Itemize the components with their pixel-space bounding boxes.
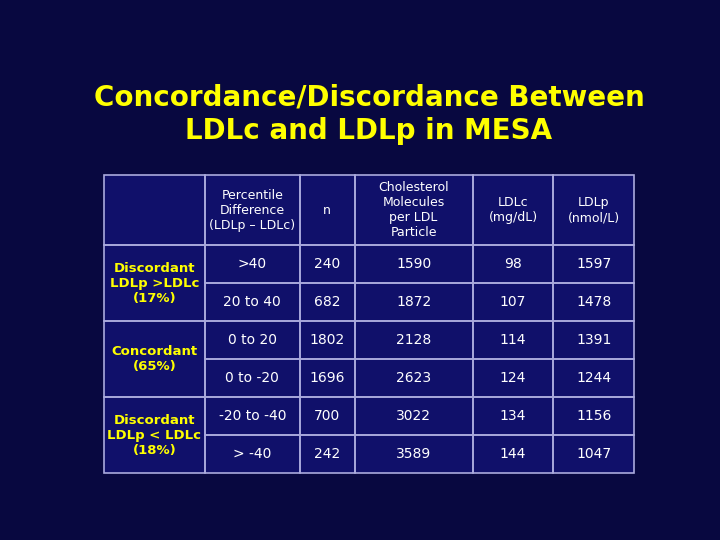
Text: LDLc
(mg/dL): LDLc (mg/dL) [488, 196, 538, 224]
FancyBboxPatch shape [204, 283, 300, 321]
FancyBboxPatch shape [554, 435, 634, 473]
FancyBboxPatch shape [104, 175, 204, 245]
FancyBboxPatch shape [473, 321, 554, 359]
Text: 0 to -20: 0 to -20 [225, 371, 279, 385]
Text: >40: >40 [238, 257, 267, 271]
Text: 242: 242 [314, 447, 341, 461]
Text: 134: 134 [500, 409, 526, 423]
FancyBboxPatch shape [554, 359, 634, 397]
Text: 1391: 1391 [576, 333, 611, 347]
Text: 1597: 1597 [576, 257, 611, 271]
FancyBboxPatch shape [300, 359, 354, 397]
Text: 240: 240 [314, 257, 341, 271]
Text: Percentile
Difference
(LDLp – LDLc): Percentile Difference (LDLp – LDLc) [210, 188, 295, 232]
FancyBboxPatch shape [554, 397, 634, 435]
Text: Discordant
LDLp >LDLc
(17%): Discordant LDLp >LDLc (17%) [109, 261, 199, 305]
FancyBboxPatch shape [204, 435, 300, 473]
FancyBboxPatch shape [300, 397, 354, 435]
Text: -20 to -40: -20 to -40 [219, 409, 286, 423]
Text: 3589: 3589 [396, 447, 431, 461]
Text: 1872: 1872 [396, 295, 431, 309]
FancyBboxPatch shape [300, 283, 354, 321]
Text: 1696: 1696 [310, 371, 345, 385]
FancyBboxPatch shape [204, 321, 300, 359]
Text: 124: 124 [500, 371, 526, 385]
Text: 98: 98 [504, 257, 522, 271]
Text: > -40: > -40 [233, 447, 271, 461]
Text: 2128: 2128 [396, 333, 431, 347]
FancyBboxPatch shape [354, 321, 473, 359]
Text: Discordant
LDLp < LDLc
(18%): Discordant LDLp < LDLc (18%) [107, 414, 202, 457]
FancyBboxPatch shape [104, 321, 204, 397]
FancyBboxPatch shape [300, 435, 354, 473]
Text: Cholesterol
Molecules
per LDL
Particle: Cholesterol Molecules per LDL Particle [378, 181, 449, 239]
Text: 1244: 1244 [576, 371, 611, 385]
Text: 1156: 1156 [576, 409, 611, 423]
FancyBboxPatch shape [354, 245, 473, 283]
FancyBboxPatch shape [354, 283, 473, 321]
Text: LDLp
(nmol/L): LDLp (nmol/L) [567, 196, 620, 224]
FancyBboxPatch shape [354, 175, 473, 245]
Text: 3022: 3022 [396, 409, 431, 423]
FancyBboxPatch shape [554, 321, 634, 359]
FancyBboxPatch shape [473, 245, 554, 283]
Text: 20 to 40: 20 to 40 [223, 295, 282, 309]
Text: 1590: 1590 [396, 257, 431, 271]
FancyBboxPatch shape [354, 359, 473, 397]
FancyBboxPatch shape [473, 397, 554, 435]
Text: Concordance/Discordance Between
LDLc and LDLp in MESA: Concordance/Discordance Between LDLc and… [94, 84, 644, 145]
FancyBboxPatch shape [473, 359, 554, 397]
Text: 107: 107 [500, 295, 526, 309]
FancyBboxPatch shape [300, 245, 354, 283]
FancyBboxPatch shape [204, 245, 300, 283]
Text: 144: 144 [500, 447, 526, 461]
FancyBboxPatch shape [554, 245, 634, 283]
FancyBboxPatch shape [473, 435, 554, 473]
FancyBboxPatch shape [473, 175, 554, 245]
Text: 700: 700 [314, 409, 341, 423]
Text: 0 to 20: 0 to 20 [228, 333, 276, 347]
Text: n: n [323, 204, 331, 217]
FancyBboxPatch shape [354, 435, 473, 473]
FancyBboxPatch shape [204, 175, 300, 245]
FancyBboxPatch shape [554, 175, 634, 245]
FancyBboxPatch shape [354, 397, 473, 435]
FancyBboxPatch shape [300, 321, 354, 359]
Text: 1802: 1802 [310, 333, 345, 347]
Text: 682: 682 [314, 295, 341, 309]
Text: 114: 114 [500, 333, 526, 347]
FancyBboxPatch shape [104, 397, 204, 473]
FancyBboxPatch shape [104, 245, 204, 321]
FancyBboxPatch shape [204, 359, 300, 397]
Text: 2623: 2623 [396, 371, 431, 385]
FancyBboxPatch shape [473, 283, 554, 321]
FancyBboxPatch shape [204, 397, 300, 435]
Text: Concordant
(65%): Concordant (65%) [112, 345, 197, 373]
FancyBboxPatch shape [554, 283, 634, 321]
FancyBboxPatch shape [300, 175, 354, 245]
Text: 1047: 1047 [576, 447, 611, 461]
Text: 1478: 1478 [576, 295, 611, 309]
